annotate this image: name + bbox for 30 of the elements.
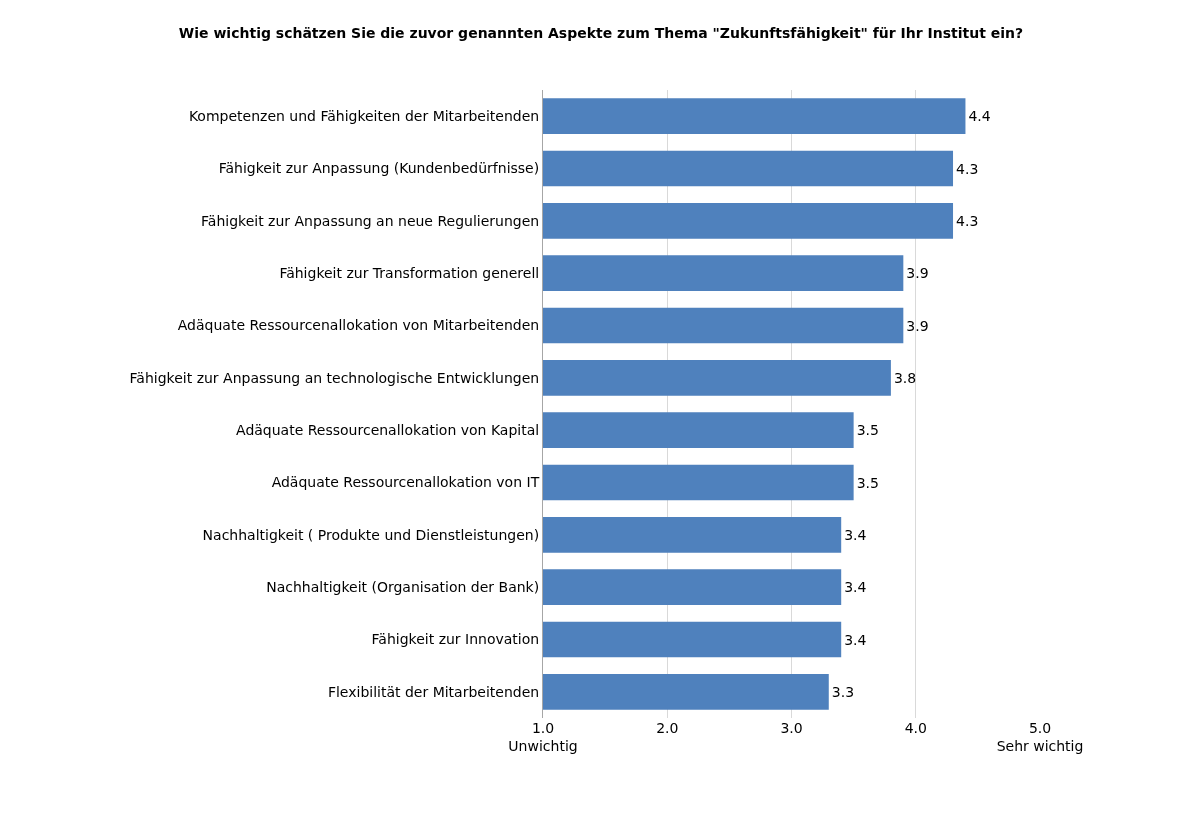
x-tick-label: 4.0 (904, 720, 927, 736)
data-label: 4.4 (968, 108, 991, 125)
data-label: 3.9 (906, 265, 929, 282)
data-label: 3.9 (906, 317, 929, 334)
data-label: 3.3 (831, 683, 855, 700)
x-tick-label: 2.0 (656, 720, 679, 736)
y-tick-label: Flexibilität der Mitarbeitenden (327, 683, 540, 700)
y-tick-label: Fähigkeit zur Innovation (371, 631, 540, 648)
y-tick-label: Adäquate Ressourcenallokation von Kapital (236, 422, 540, 439)
data-label: 3.5 (856, 474, 879, 491)
y-tick-label: Nachhaltigkeit (Organisation der Bank) (266, 579, 540, 596)
data-label: 3.8 (893, 369, 917, 386)
data-label: 4.3 (956, 160, 979, 177)
x-tick-label: 1.0 Unwichtig (508, 720, 578, 755)
data-label: 3.5 (856, 422, 879, 439)
data-label: 3.4 (844, 526, 867, 543)
data-label: 3.4 (844, 579, 867, 596)
data-label: 4.3 (956, 212, 979, 229)
x-tick-label: 5.0 Sehr wichtig (996, 720, 1084, 755)
chart-title: Wie wichtig schätzen Sie die zuvor genannten Aspekte zum Thema "Zukunftsfähigkeit" für Ihr Institut ein? (178, 25, 1024, 42)
y-tick-label: Adäquate Ressourcenallokation von Mitarbeitenden (177, 317, 540, 334)
y-tick-label: Fähigkeit zur Anpassung an technologische Entwicklungen (129, 369, 540, 386)
x-tick-label: 3.0 (780, 720, 803, 736)
y-tick-label: Fähigkeit zur Anpassung an neue Regulierungen (201, 212, 540, 229)
y-tick-label: Nachhaltigkeit ( Produkte und Dienstleistungen) (202, 526, 540, 543)
data-label: 3.4 (844, 631, 867, 648)
y-tick-label: Adäquate Ressourcenallokation von IT (271, 474, 540, 491)
y-tick-label: Kompetenzen und Fähigkeiten der Mitarbeitenden (188, 108, 540, 125)
y-tick-label: Fähigkeit zur Transformation generell (279, 265, 540, 282)
y-tick-label: Fähigkeit zur Anpassung (Kundenbedürfnisse) (218, 160, 540, 177)
